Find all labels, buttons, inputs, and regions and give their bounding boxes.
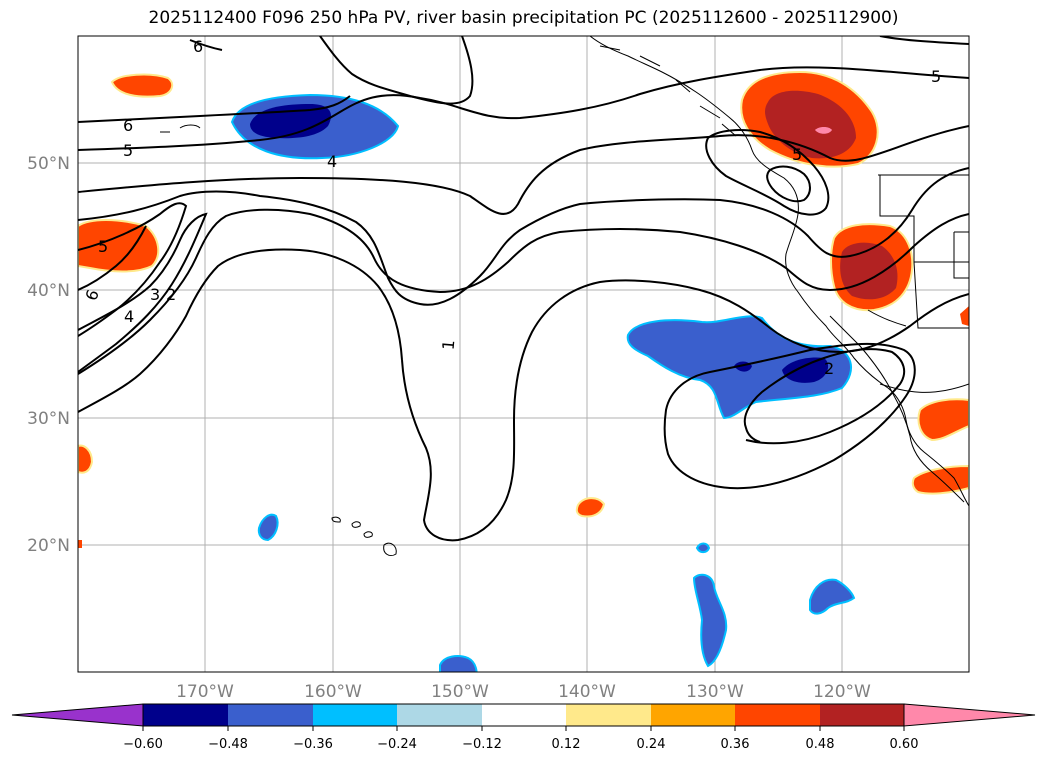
- colorbar-tick-label: −0.36: [293, 737, 333, 752]
- colorbar-tick-label: −0.60: [123, 737, 163, 752]
- contour-label: 5: [98, 237, 108, 256]
- colorbar-extend-min: [11, 703, 144, 727]
- contour-label: 5: [931, 67, 941, 86]
- colorbar-tick-label: −0.12: [462, 737, 502, 752]
- lat-label: 40°N: [27, 281, 70, 301]
- lat-label: 50°N: [27, 154, 70, 174]
- contour-label: 5: [792, 145, 802, 164]
- colorbar-segment: [482, 704, 566, 726]
- colorbar-tick-label: −0.24: [377, 737, 417, 752]
- colorbar-extend-max: [903, 703, 1036, 727]
- pv-contours: [78, 36, 969, 542]
- lat-label: 20°N: [27, 536, 70, 556]
- colorbar-tick-label: 0.36: [721, 737, 750, 752]
- colorbar-segment: [228, 704, 313, 726]
- contour-label: 4: [124, 307, 134, 326]
- colorbar-segment: [566, 704, 651, 726]
- positive-precip-areas: [78, 70, 969, 548]
- longitude-labels: 170°W 160°W 150°W 140°W 130°W 120°W: [176, 682, 871, 702]
- contour-label: 2: [166, 285, 176, 304]
- colorbar-segment: [820, 704, 904, 726]
- colorbar-segment: [313, 704, 397, 726]
- map-title: 2025112400 F096 250 hPa PV, river basin …: [148, 8, 899, 28]
- lon-label: 170°W: [176, 682, 234, 702]
- colorbar-tick-label: 0.12: [552, 737, 581, 752]
- colorbar: −0.60 −0.48 −0.36 −0.24 −0.12 0.12 0.24 …: [11, 703, 1036, 752]
- contour-label: 3: [150, 285, 160, 304]
- lon-label: 150°W: [431, 682, 489, 702]
- colorbar-ticks: [142, 726, 905, 731]
- contour-label: 6: [193, 37, 203, 56]
- lon-label: 160°W: [304, 682, 362, 702]
- contour-label: 1: [439, 339, 459, 351]
- contour-label: 4: [327, 152, 337, 171]
- lat-label: 30°N: [27, 409, 70, 429]
- colorbar-segment: [397, 704, 482, 726]
- lon-label: 120°W: [813, 682, 871, 702]
- colorbar-segment: [735, 704, 820, 726]
- latitude-labels: 50°N 40°N 30°N 20°N: [27, 154, 70, 556]
- colorbar-frame: [142, 703, 905, 727]
- contour-label: 2: [824, 359, 834, 378]
- lon-label: 140°W: [558, 682, 616, 702]
- contour-label: 5: [123, 141, 133, 160]
- plot-frame: [77, 35, 970, 673]
- colorbar-segment: [143, 704, 228, 726]
- colorbar-tick-label: 0.24: [637, 737, 666, 752]
- contour-label: 6: [123, 116, 133, 135]
- colorbar-segment: [651, 704, 735, 726]
- colorbar-tick-label: 0.60: [890, 737, 919, 752]
- colorbar-tick-label: −0.48: [208, 737, 248, 752]
- lon-label: 130°W: [686, 682, 744, 702]
- colorbar-tick-label: 0.48: [806, 737, 835, 752]
- coastlines: [160, 36, 969, 557]
